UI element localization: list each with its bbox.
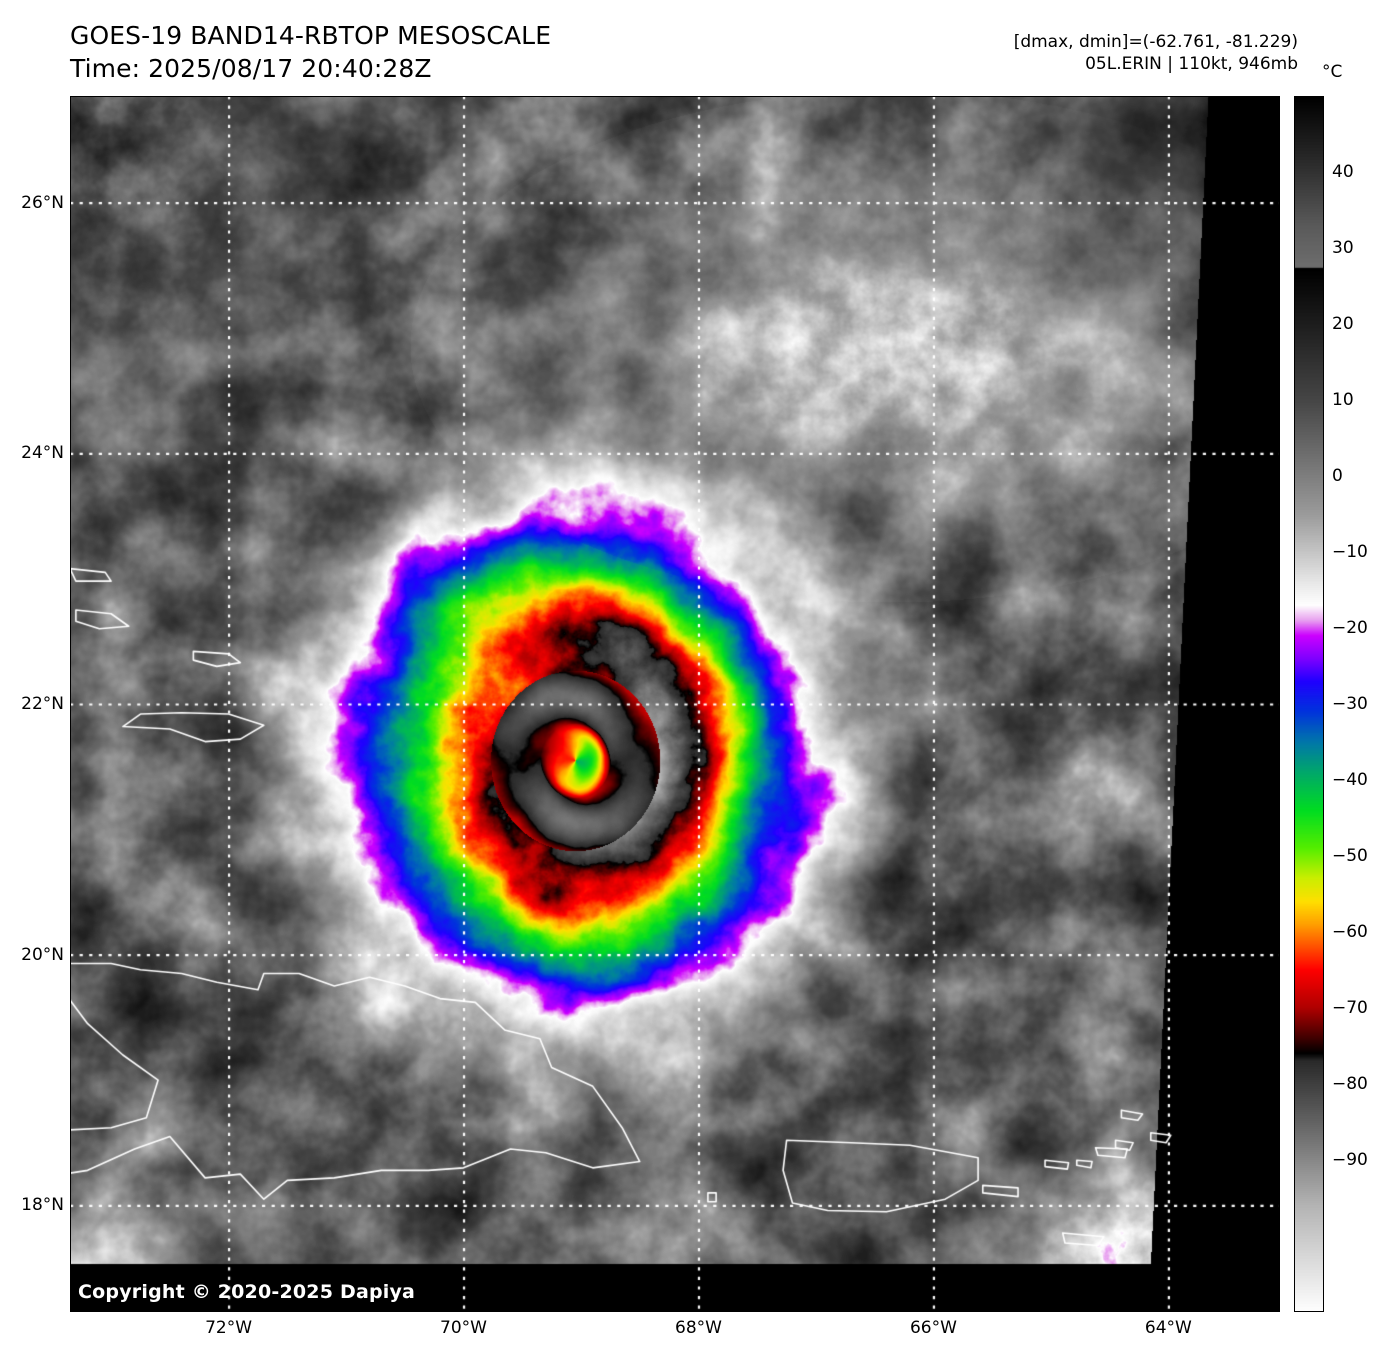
longitude-tick-64: 64°W — [1144, 1318, 1192, 1338]
colorbar-tick-minus90: −90 — [1332, 1150, 1368, 1170]
colorbar-tick-30: 30 — [1332, 238, 1354, 258]
storm-info-label: 05L.ERIN | 110kt, 946mb — [1085, 53, 1298, 74]
page-title: GOES-19 BAND14-RBTOP MESOSCALE — [70, 21, 552, 50]
figure-metadata-block: [dmax, dmin]=(-62.761, -81.229) 05L.ERIN… — [1014, 32, 1298, 76]
latitude-tick-22: 22°N — [21, 694, 64, 714]
longitude-tick-68: 68°W — [675, 1318, 722, 1338]
longitude-tick-70: 70°W — [440, 1318, 488, 1338]
figure-title-block: GOES-19 BAND14-RBTOP MESOSCALE Time: 202… — [70, 20, 551, 85]
data-range-label: [dmax, dmin]=(-62.761, -81.229) — [1013, 32, 1298, 52]
colorbar-tick-0: 0 — [1332, 466, 1343, 486]
colorbar-unit-label: °C — [1322, 62, 1343, 82]
colorbar-tick-minus10: −10 — [1332, 542, 1368, 562]
colorbar — [1294, 96, 1324, 1312]
latitude-tick-26: 26°N — [21, 192, 64, 213]
satellite-plot-area — [70, 96, 1280, 1312]
latitude-tick-24: 24°N — [21, 443, 64, 464]
colorbar-tick-20: 20 — [1332, 314, 1354, 334]
colorbar-tick-40: 40 — [1332, 162, 1354, 182]
colorbar-tick-10: 10 — [1332, 390, 1354, 410]
colorbar-tick-minus60: −60 — [1332, 922, 1368, 942]
longitude-tick-72: 72°W — [205, 1318, 253, 1338]
timestamp-label: Time: 2025/08/17 20:40:28Z — [70, 53, 432, 83]
colorbar-tick-minus80: −80 — [1332, 1074, 1368, 1094]
latitude-tick-18: 18°N — [21, 1195, 64, 1216]
colorbar-tick-minus30: −30 — [1332, 694, 1368, 714]
colorbar-tick-minus40: −40 — [1332, 770, 1368, 790]
colorbar-tick-minus50: −50 — [1332, 846, 1368, 866]
colorbar-tick-minus70: −70 — [1332, 998, 1368, 1018]
colorbar-gradient — [1294, 96, 1324, 1312]
longitude-tick-66: 66°W — [909, 1318, 957, 1338]
graticule-overlay — [70, 96, 1280, 1312]
latitude-tick-20: 20°N — [21, 944, 64, 965]
copyright-label: Copyright © 2020-2025 Dapiya — [78, 1281, 416, 1303]
colorbar-tick-minus20: −20 — [1332, 618, 1368, 638]
